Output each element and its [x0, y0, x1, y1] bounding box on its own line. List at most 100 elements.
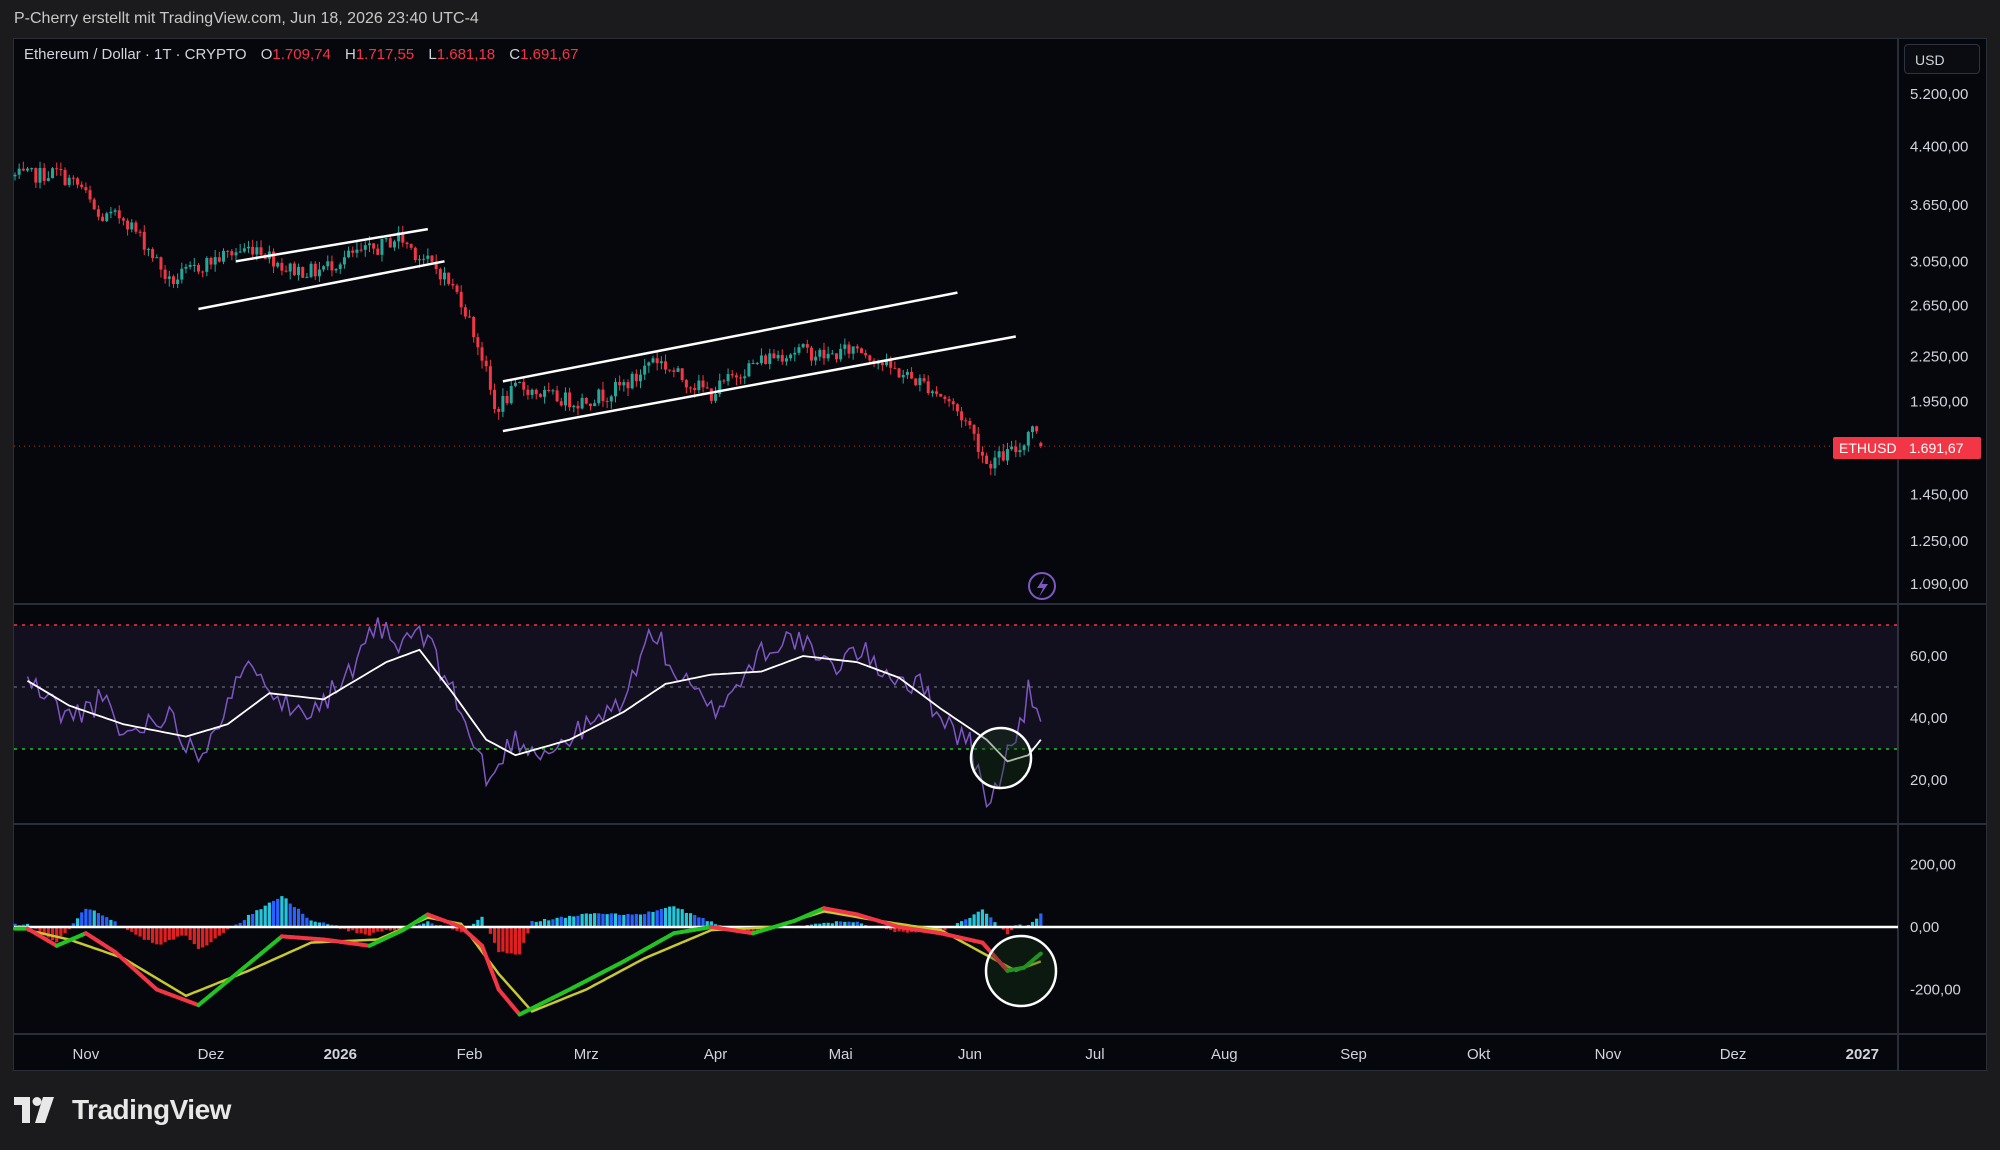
candle-body: [1039, 442, 1043, 447]
time-axis-tick: Jul: [1085, 1046, 1104, 1063]
macd-histogram-bar: [384, 927, 388, 930]
candle-body: [34, 168, 38, 183]
candle-body: [618, 381, 622, 386]
macd-histogram-bar: [50, 927, 55, 941]
macd-histogram-bar: [376, 927, 380, 932]
candle-body: [1014, 446, 1018, 453]
price-axis-tick: 3.650,00: [1910, 197, 1968, 214]
candle-body: [134, 222, 138, 232]
close-value: 1.691,67: [520, 46, 579, 63]
candle-body: [67, 177, 71, 185]
macd-histogram-bar: [542, 919, 547, 927]
candle-body: [88, 190, 92, 200]
last-price-symbol-tag: ETHUSD: [1833, 437, 1903, 459]
macd-histogram-bar: [301, 913, 305, 927]
macd-histogram-bar: [188, 927, 192, 941]
candle-body: [676, 368, 680, 372]
candle-body: [534, 389, 538, 395]
candle-body: [92, 199, 96, 210]
candle-body: [493, 389, 497, 409]
candle-body: [809, 347, 813, 361]
macd-histogram-bar: [851, 922, 855, 927]
macd-histogram-bar: [259, 909, 263, 927]
candle-body: [430, 255, 434, 262]
candle-body: [793, 352, 797, 355]
candle-body: [864, 353, 868, 356]
macd-histogram-bar: [46, 927, 50, 938]
candle-body: [576, 405, 580, 409]
candle-body: [626, 382, 630, 389]
macd-histogram-bar: [201, 927, 205, 948]
macd-histogram-bar: [176, 927, 180, 937]
candle-body: [1018, 450, 1022, 453]
time-axis-tick: Apr: [704, 1046, 727, 1063]
candle-body: [897, 368, 901, 378]
candle-body: [55, 168, 59, 170]
symbol-title[interactable]: Ethereum / Dollar · 1T · CRYPTO: [24, 46, 247, 63]
candle-body: [851, 346, 855, 354]
price-axis-tick: 3.050,00: [1910, 253, 1968, 270]
candle-body: [434, 261, 438, 270]
candle-body: [234, 252, 238, 256]
macd-histogram-bar: [138, 927, 142, 937]
macd-histogram-bar: [818, 923, 822, 927]
candle-body: [342, 257, 346, 265]
macd-histogram-bar: [205, 927, 209, 946]
candle-body: [814, 356, 818, 361]
macd-histogram-bar: [655, 910, 659, 927]
candle-body: [1001, 451, 1005, 461]
macd-histogram-bar: [530, 920, 534, 927]
macd-histogram-bar: [593, 913, 597, 927]
macd-histogram-bar: [618, 914, 622, 927]
macd-histogram-bar: [184, 927, 188, 936]
macd-histogram-bar: [80, 912, 84, 927]
macd-histogram-bar: [105, 917, 109, 927]
candle-body: [26, 168, 30, 171]
macd-histogram-bar: [472, 923, 476, 927]
price-axis-tick: 2.650,00: [1910, 297, 1968, 314]
tradingview-logo[interactable]: TradingView: [14, 1093, 231, 1127]
candle-body: [497, 408, 501, 412]
candle-body: [555, 390, 559, 402]
candle-body: [96, 209, 100, 217]
candle-body: [472, 316, 476, 338]
macd-histogram-bar: [968, 918, 972, 927]
candle-body: [84, 187, 88, 191]
candle-body: [551, 390, 555, 392]
macd-histogram-bar: [526, 927, 530, 934]
candle-body: [309, 263, 313, 277]
macd-histogram-bar: [417, 924, 422, 927]
candle-body: [455, 285, 459, 292]
candle-body: [426, 255, 430, 259]
candle-body: [359, 249, 363, 251]
candle-body: [651, 358, 655, 363]
candle-body: [547, 389, 551, 391]
candle-body: [326, 261, 330, 267]
candle-body: [997, 451, 1001, 458]
currency-button[interactable]: USD: [1904, 44, 1980, 74]
candle-body: [463, 307, 467, 317]
macd-histogram-bar: [284, 898, 288, 927]
candle-body: [155, 257, 159, 259]
macd-histogram-bar: [326, 924, 330, 927]
macd-histogram-bar: [893, 927, 897, 933]
candle-body: [42, 168, 46, 181]
candle-body: [538, 394, 542, 397]
candle-body: [568, 392, 572, 408]
time-axis-tick: Dez: [198, 1046, 225, 1063]
candle-body: [518, 381, 522, 383]
price-axis-tick: 2.250,00: [1910, 349, 1968, 366]
candle-body: [38, 168, 42, 183]
macd-histogram-bar: [355, 927, 359, 934]
candle-body: [13, 174, 17, 177]
candle-body: [885, 359, 889, 366]
candle-body: [947, 399, 951, 402]
macd-histogram-bar: [492, 927, 497, 943]
macd-histogram-bar: [313, 921, 317, 927]
macd-histogram-bar: [422, 923, 426, 927]
channel-2-lower: [502, 335, 1017, 433]
candle-body: [447, 272, 451, 285]
candle-body: [121, 218, 125, 221]
macd-histogram-bar: [251, 913, 255, 927]
